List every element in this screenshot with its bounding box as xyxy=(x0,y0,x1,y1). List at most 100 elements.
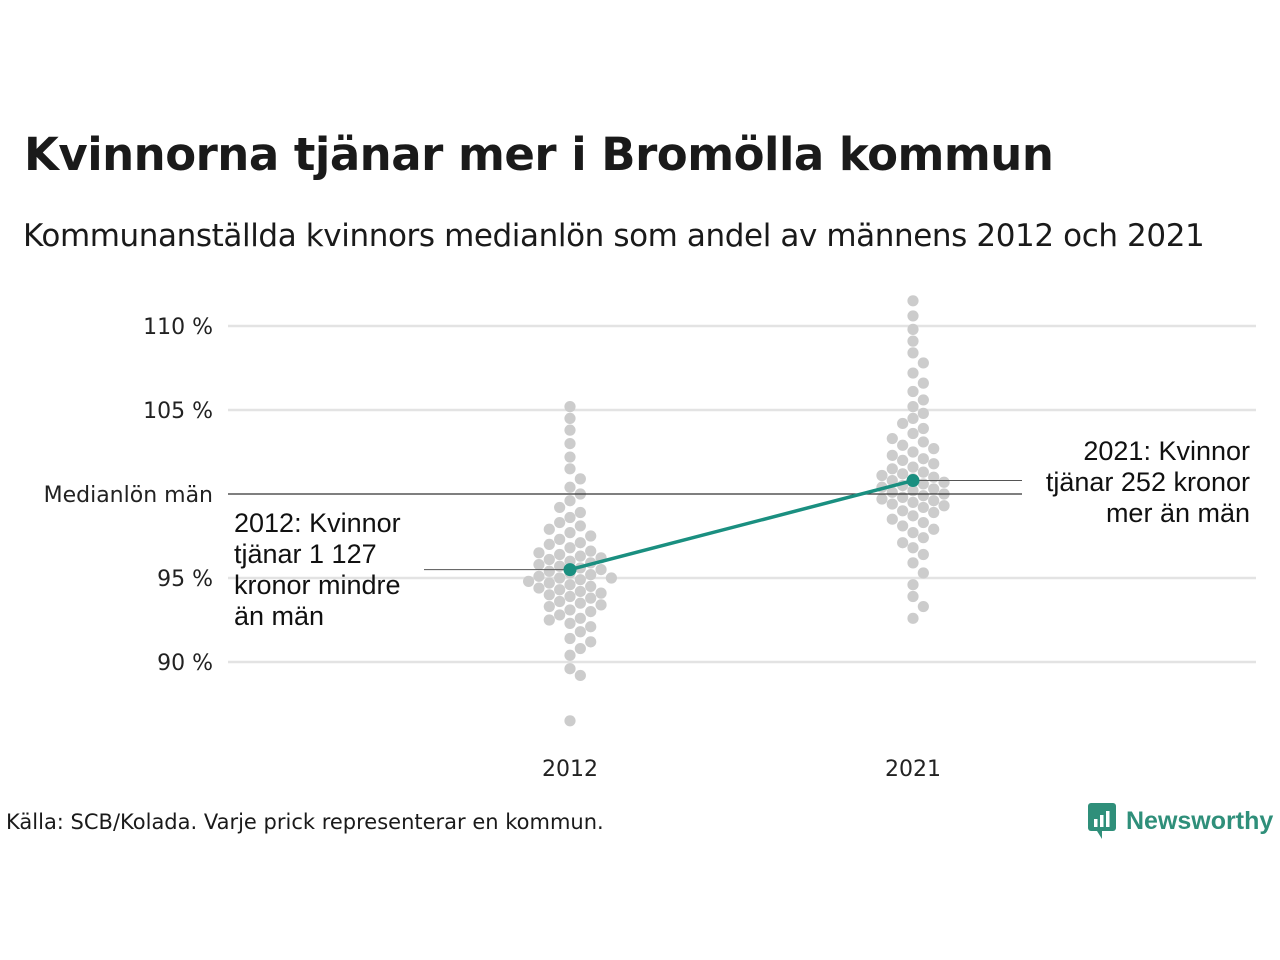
data-point xyxy=(564,481,576,493)
data-point xyxy=(907,347,919,359)
data-point xyxy=(907,427,919,440)
data-point xyxy=(564,511,576,524)
data-point xyxy=(907,295,919,307)
data-point xyxy=(543,565,555,577)
annotation-2021-line: mer än män xyxy=(1106,498,1250,528)
data-point xyxy=(585,580,597,593)
highlight-line xyxy=(569,478,914,572)
data-point xyxy=(564,401,576,413)
data-point xyxy=(928,506,940,519)
chart-title: Kvinnorna tjänar mer i Bromölla kommun xyxy=(24,128,1054,181)
x-tick-label: 2021 xyxy=(885,757,941,782)
brand-name: Newsworthy xyxy=(1126,806,1274,835)
data-point xyxy=(533,547,545,559)
data-point xyxy=(554,584,566,596)
data-point xyxy=(574,574,586,586)
x-tick-label: 2012 xyxy=(542,757,598,782)
y-tick-label: 110 % xyxy=(143,315,213,340)
data-point xyxy=(574,473,586,485)
data-point xyxy=(574,550,586,562)
data-point xyxy=(564,617,576,629)
data-point xyxy=(917,394,929,406)
data-point xyxy=(897,505,909,517)
y-tick-label: 105 % xyxy=(143,399,213,424)
data-point xyxy=(917,466,929,478)
data-point xyxy=(585,621,597,633)
data-point xyxy=(928,443,940,455)
data-point xyxy=(554,595,566,608)
annotation-2021-line: 2021: Kvinnor xyxy=(1083,436,1250,466)
data-point xyxy=(907,542,919,554)
data-point xyxy=(595,587,607,599)
data-point xyxy=(917,516,929,529)
data-point xyxy=(876,469,888,482)
data-point xyxy=(928,483,940,495)
data-point xyxy=(554,572,566,584)
data-point xyxy=(907,461,919,473)
data-point xyxy=(523,575,535,587)
data-point xyxy=(886,486,898,498)
highlight-point-2012 xyxy=(563,563,577,577)
data-point xyxy=(533,582,545,594)
data-point xyxy=(928,523,940,535)
data-point xyxy=(564,424,576,436)
data-point xyxy=(564,604,576,616)
data-point xyxy=(897,520,909,532)
data-point xyxy=(928,495,940,507)
data-point xyxy=(897,454,909,466)
data-point xyxy=(907,557,919,569)
data-point xyxy=(564,412,576,424)
data-point xyxy=(574,520,586,532)
data-point xyxy=(585,592,597,604)
data-point xyxy=(564,632,576,645)
chart-subtitle: Kommunanställda kvinnors medianlön som a… xyxy=(23,218,1205,254)
source-note: Källa: SCB/Kolada. Varje prick represent… xyxy=(6,810,604,834)
data-point xyxy=(543,589,555,601)
data-point xyxy=(907,310,919,322)
data-point xyxy=(886,463,898,475)
data-point xyxy=(876,493,888,505)
data-point xyxy=(907,385,919,398)
brand-logo: Newsworthy xyxy=(1088,803,1273,839)
data-point xyxy=(585,569,597,581)
y-tick-label: 90 % xyxy=(157,651,213,676)
data-point xyxy=(907,335,919,347)
data-point xyxy=(595,599,607,611)
data-point xyxy=(564,590,576,603)
data-point xyxy=(585,530,597,542)
y-tick-label: 95 % xyxy=(157,567,213,592)
data-point xyxy=(917,407,929,419)
data-point xyxy=(897,468,909,480)
data-point xyxy=(564,463,576,475)
data-point xyxy=(533,558,545,571)
data-point xyxy=(564,715,576,727)
data-point xyxy=(554,533,566,545)
data-point xyxy=(907,412,919,424)
data-point xyxy=(564,438,576,450)
data-point xyxy=(917,548,929,561)
data-point xyxy=(554,609,566,621)
data-point xyxy=(564,495,576,507)
data-point xyxy=(595,564,607,576)
data-point xyxy=(938,500,950,512)
data-point xyxy=(897,439,909,451)
data-point xyxy=(917,453,929,465)
data-point xyxy=(917,436,929,448)
data-point xyxy=(917,490,929,502)
data-point xyxy=(564,542,576,554)
data-point xyxy=(554,548,566,561)
data-point xyxy=(554,516,566,529)
data-point xyxy=(886,474,898,487)
data-point xyxy=(554,560,566,572)
data-point xyxy=(564,527,576,539)
data-point xyxy=(917,478,929,490)
data-point xyxy=(585,545,597,557)
data-point xyxy=(574,537,586,549)
annotation-2012-line: tjänar 1 127 xyxy=(234,539,377,569)
data-point xyxy=(574,597,586,609)
data-point xyxy=(585,636,597,648)
data-point xyxy=(897,417,909,430)
data-point xyxy=(585,606,597,618)
data-point xyxy=(917,600,929,613)
data-point xyxy=(886,513,898,525)
